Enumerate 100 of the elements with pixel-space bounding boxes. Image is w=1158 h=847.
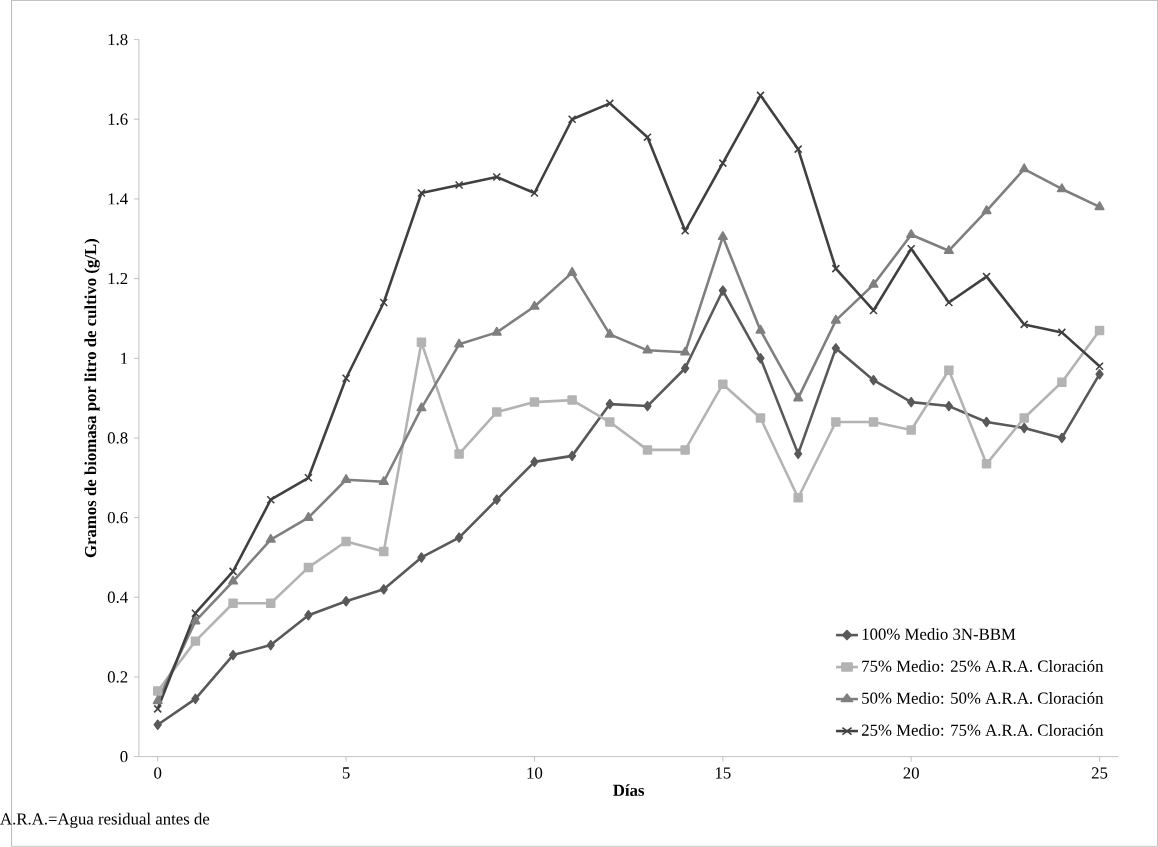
point [1057, 377, 1067, 388]
x-tick-label: 0 [154, 767, 162, 779]
point [190, 636, 201, 646]
point [1019, 163, 1030, 173]
point [605, 417, 615, 427]
point [304, 610, 313, 621]
point [943, 245, 954, 255]
point [605, 99, 615, 108]
point [1095, 369, 1104, 380]
point [454, 180, 464, 190]
point [1094, 325, 1105, 336]
point [567, 267, 578, 276]
point [981, 459, 992, 469]
point [1056, 183, 1067, 193]
point [756, 91, 765, 100]
point [756, 353, 765, 364]
x-tick-label: 20 [903, 767, 919, 779]
point [417, 552, 426, 563]
point [152, 686, 163, 696]
point [642, 344, 653, 354]
point [341, 536, 351, 547]
point [982, 416, 991, 428]
point [379, 298, 389, 307]
point [341, 596, 351, 607]
point [266, 598, 276, 609]
point [228, 567, 238, 576]
point [303, 512, 314, 521]
y-tick-label: 0.2 [107, 671, 128, 683]
point [379, 546, 389, 557]
point [529, 397, 540, 407]
point [755, 324, 766, 334]
point [868, 417, 879, 427]
point [680, 346, 691, 356]
point [379, 584, 388, 595]
text: A.R.A.=Agua residual antes de [0, 812, 210, 829]
point [907, 396, 916, 408]
point [869, 306, 878, 315]
point [1019, 413, 1029, 423]
point [982, 272, 991, 282]
point [831, 343, 840, 354]
point [341, 474, 352, 484]
point [417, 188, 426, 198]
point [680, 445, 690, 455]
point [454, 532, 464, 543]
y-tick-label: 1.2 [108, 273, 128, 285]
x-tick-label: 15 [715, 767, 731, 779]
legend-label: 50% Medio: 50% A.R.A. Cloración [862, 692, 1104, 704]
point [530, 188, 539, 198]
point [530, 456, 539, 468]
legend-label: 25% Medio: 75% A.R.A. Cloración [861, 724, 1104, 736]
point [1095, 362, 1104, 371]
point [265, 533, 276, 543]
point [944, 298, 954, 307]
point [416, 402, 427, 412]
point [794, 448, 803, 460]
x-tick-label: 10 [527, 767, 543, 779]
point [642, 445, 653, 455]
point [1094, 201, 1105, 211]
point [1057, 328, 1067, 337]
point [304, 473, 313, 483]
point [492, 172, 502, 182]
point [568, 450, 577, 462]
point [830, 314, 841, 324]
point [681, 363, 690, 374]
point [793, 144, 803, 154]
point [718, 379, 728, 390]
y-axis-title: Gramos de biomasa por litro de cultivo (g/L) [84, 239, 100, 558]
point [944, 400, 953, 412]
point [906, 425, 916, 435]
point [680, 226, 690, 236]
point [341, 374, 351, 383]
point [718, 158, 728, 168]
point [567, 395, 577, 405]
point [266, 639, 275, 651]
point [793, 493, 803, 503]
y-tick-label: 0.4 [107, 591, 128, 604]
point [567, 115, 577, 124]
x-axis-title: Días [613, 784, 645, 797]
point [416, 337, 427, 348]
point [1020, 422, 1029, 434]
point [906, 244, 916, 254]
point [1019, 320, 1029, 329]
point [303, 562, 314, 573]
point [191, 693, 200, 705]
point [491, 326, 502, 336]
y-tick-label: 1.6 [108, 113, 128, 126]
point [868, 278, 879, 288]
point [153, 719, 162, 731]
point [831, 264, 841, 274]
point [153, 704, 163, 714]
y-tick-label: 1.8 [108, 34, 128, 46]
y-tick-label: 1.4 [108, 193, 128, 205]
point [605, 398, 614, 410]
point [793, 392, 804, 402]
point [906, 229, 917, 239]
point [266, 495, 276, 505]
point [643, 133, 652, 142]
point [190, 615, 201, 625]
point [981, 205, 992, 215]
point [492, 494, 501, 506]
